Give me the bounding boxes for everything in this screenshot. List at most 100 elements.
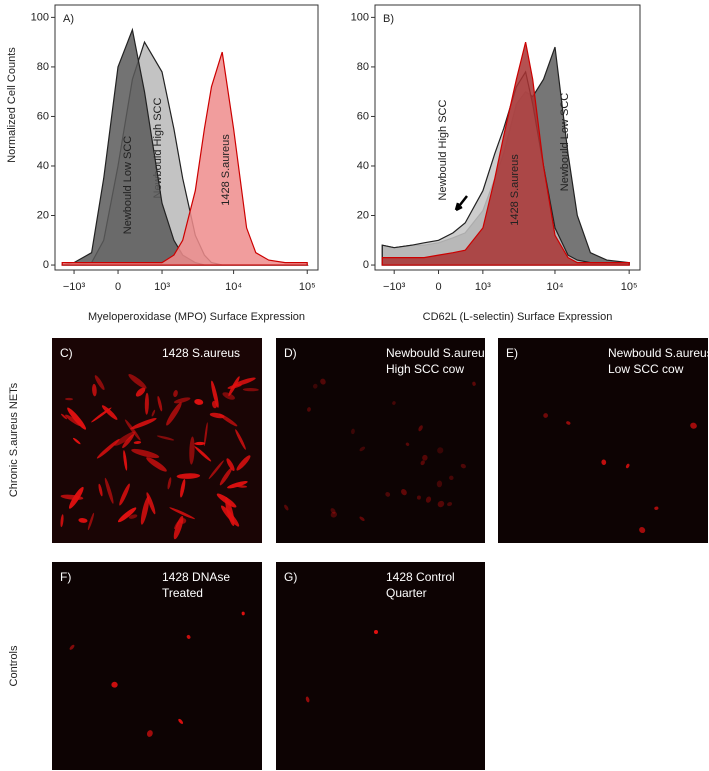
cell-signal xyxy=(351,428,355,435)
x-tick-label: 0 xyxy=(435,281,441,293)
y-tick-label: 80 xyxy=(357,61,369,73)
cell-signal xyxy=(194,399,204,405)
cell-signal xyxy=(194,441,206,446)
cell-signal xyxy=(146,457,167,472)
cell-signal xyxy=(654,506,659,510)
x-tick-label: 10⁵ xyxy=(299,281,316,293)
cell-signal xyxy=(98,483,103,497)
panel-caption: 1428 Control xyxy=(386,570,455,584)
cell-signal xyxy=(436,480,443,488)
cell-signal xyxy=(312,383,318,389)
cell-signal xyxy=(449,475,454,481)
cell-signal xyxy=(385,492,391,497)
cell-signal xyxy=(460,463,466,469)
cell-signal xyxy=(305,696,310,703)
cell-signal xyxy=(241,611,245,616)
cell-signal xyxy=(173,390,178,398)
cell-signal xyxy=(189,436,195,465)
micrograph xyxy=(498,338,708,543)
histogram-area xyxy=(61,51,308,266)
cell-signal xyxy=(625,463,630,469)
x-tick-label: 10³ xyxy=(154,281,170,293)
panel-caption: Quarter xyxy=(386,586,427,600)
cell-signal xyxy=(437,447,444,454)
x-tick-label: 10⁴ xyxy=(225,281,242,293)
cell-signal xyxy=(94,375,105,391)
panel-caption: Treated xyxy=(162,586,203,600)
cell-signal xyxy=(418,425,423,432)
panel-label: C) xyxy=(60,346,73,360)
cell-signal xyxy=(416,495,421,500)
cell-signal xyxy=(211,380,219,408)
y-tick-label: 20 xyxy=(357,209,369,221)
cell-signal xyxy=(176,473,201,479)
panel-label: D) xyxy=(284,346,297,360)
cell-signal xyxy=(156,435,175,441)
cell-signal xyxy=(101,405,118,420)
cell-signal xyxy=(128,374,147,389)
cell-signal xyxy=(447,502,453,507)
cell-signal xyxy=(96,438,120,459)
x-tick-label: 0 xyxy=(115,281,121,293)
cell-signal xyxy=(566,421,571,425)
cell-signal xyxy=(92,383,97,397)
y-tick-label: 60 xyxy=(37,110,49,122)
series-label: Newbould Low SCC xyxy=(122,136,134,234)
cell-signal xyxy=(60,413,67,420)
cell-signal xyxy=(374,630,378,634)
y-tick-label: 40 xyxy=(357,160,369,172)
cell-signal xyxy=(320,378,326,385)
cell-signal xyxy=(437,500,445,508)
panel-caption: 1428 S.aureus xyxy=(162,346,240,360)
cell-signal xyxy=(218,413,238,427)
cell-signal xyxy=(401,489,407,496)
cell-signal xyxy=(130,418,157,430)
cell-signal xyxy=(68,486,84,509)
cell-signal xyxy=(60,514,64,528)
panel-caption: Newbould S.aureus xyxy=(608,346,709,360)
panel-caption: 1428 DNAse xyxy=(162,570,230,584)
x-tick-label: −10³ xyxy=(383,281,406,293)
x-axis-label: Myeloperoxidase (MPO) Surface Expression xyxy=(88,311,305,323)
y-tick-label: 0 xyxy=(43,259,49,271)
cell-signal xyxy=(425,496,432,503)
cell-signal xyxy=(228,376,240,397)
y-tick-label: 40 xyxy=(37,160,49,172)
x-tick-label: 10⁴ xyxy=(546,281,563,293)
cell-signal xyxy=(330,511,338,518)
cell-signal xyxy=(72,437,81,445)
y-tick-label: 0 xyxy=(363,259,369,271)
series-label: Newbould High SCC xyxy=(437,100,449,201)
x-tick-label: −10³ xyxy=(63,281,86,293)
plot-frame xyxy=(374,4,641,271)
cell-signal xyxy=(226,458,235,471)
cell-signal xyxy=(601,459,607,465)
y-tick-label: 20 xyxy=(37,209,49,221)
cell-signal xyxy=(208,460,224,480)
cell-signal xyxy=(65,397,73,401)
cell-signal xyxy=(123,450,128,471)
cell-signal xyxy=(236,485,248,488)
cell-signal xyxy=(178,718,184,724)
panel-label: F) xyxy=(60,570,71,584)
cell-signal xyxy=(146,730,153,737)
cell-signal xyxy=(166,402,182,426)
y-tick-label: 100 xyxy=(351,11,369,23)
arrow xyxy=(454,195,468,212)
x-tick-label: 10³ xyxy=(475,281,491,293)
series-label: Newbould Low SCC xyxy=(559,93,571,191)
cell-signal xyxy=(242,388,259,392)
cell-signal xyxy=(151,409,156,417)
cell-signal xyxy=(236,455,251,471)
series-label: 1428 S.aureus xyxy=(509,154,521,226)
panel-label: A) xyxy=(63,13,74,25)
series-label: 1428 S.aureus xyxy=(220,134,232,206)
cell-signal xyxy=(284,504,289,511)
micrograph xyxy=(276,338,485,543)
cell-signal xyxy=(359,516,365,521)
cell-signal xyxy=(211,400,218,409)
cell-signal xyxy=(131,448,160,459)
panel-caption: Low SCC cow xyxy=(608,362,684,376)
panel-label: B) xyxy=(383,13,394,25)
